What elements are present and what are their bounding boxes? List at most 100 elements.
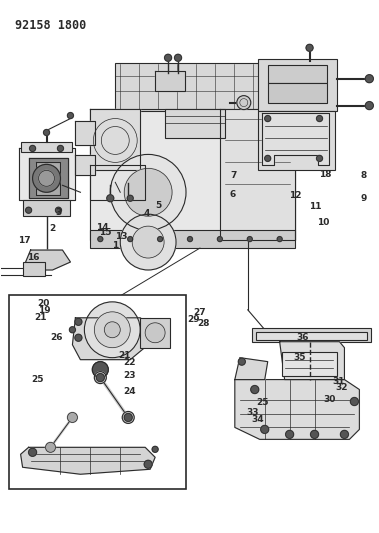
Circle shape	[316, 156, 323, 161]
Text: 25: 25	[257, 398, 269, 407]
Circle shape	[145, 323, 165, 343]
Text: 3: 3	[55, 208, 62, 217]
Circle shape	[67, 112, 74, 118]
Text: 19: 19	[38, 306, 51, 316]
Text: 6: 6	[230, 190, 236, 199]
Circle shape	[58, 146, 63, 151]
Circle shape	[94, 372, 106, 384]
Circle shape	[265, 116, 271, 122]
Polygon shape	[90, 109, 140, 171]
Bar	[23, 262, 45, 276]
Text: 24: 24	[123, 387, 136, 396]
Circle shape	[316, 116, 323, 122]
Circle shape	[33, 164, 61, 192]
Polygon shape	[75, 120, 96, 146]
Polygon shape	[72, 318, 150, 360]
Circle shape	[67, 413, 77, 423]
Text: 31: 31	[332, 377, 345, 386]
Circle shape	[310, 430, 318, 438]
Circle shape	[365, 75, 373, 83]
Polygon shape	[36, 163, 61, 195]
Circle shape	[218, 237, 222, 241]
Circle shape	[122, 411, 134, 423]
Text: 17: 17	[18, 236, 31, 245]
Text: 29: 29	[188, 316, 200, 324]
Circle shape	[144, 461, 152, 469]
Text: 27: 27	[194, 308, 206, 317]
Bar	[9, 295, 186, 489]
Bar	[282, 352, 337, 376]
Circle shape	[128, 237, 133, 241]
Text: 8: 8	[360, 171, 366, 180]
Text: 26: 26	[50, 333, 63, 342]
Bar	[256, 332, 367, 340]
Bar	[268, 83, 327, 103]
Text: 92158 1800: 92158 1800	[15, 19, 86, 32]
Circle shape	[247, 237, 252, 241]
Circle shape	[75, 318, 82, 325]
Bar	[20, 142, 72, 152]
Text: 1: 1	[112, 240, 118, 249]
Text: 11: 11	[309, 201, 322, 211]
Bar	[90, 230, 294, 248]
Text: 7: 7	[231, 171, 237, 180]
Text: 16: 16	[27, 253, 40, 262]
Circle shape	[132, 226, 164, 258]
Circle shape	[237, 95, 251, 110]
Circle shape	[96, 374, 104, 382]
Circle shape	[92, 362, 108, 377]
Text: 12: 12	[289, 191, 302, 200]
Text: 33: 33	[246, 408, 259, 417]
Text: 34: 34	[251, 415, 264, 424]
Text: 25: 25	[31, 375, 44, 384]
Polygon shape	[20, 447, 155, 474]
Text: 2: 2	[49, 224, 56, 232]
Polygon shape	[262, 112, 329, 165]
Bar	[258, 110, 335, 171]
Circle shape	[365, 102, 373, 110]
Circle shape	[44, 130, 50, 135]
Circle shape	[175, 54, 182, 61]
Bar	[268, 64, 327, 83]
Circle shape	[164, 54, 172, 61]
Bar	[140, 318, 170, 348]
Circle shape	[158, 237, 163, 241]
Circle shape	[152, 446, 158, 453]
Circle shape	[55, 207, 61, 213]
Circle shape	[26, 207, 31, 213]
Circle shape	[39, 171, 55, 187]
Polygon shape	[90, 109, 294, 240]
Polygon shape	[235, 379, 359, 439]
Circle shape	[306, 44, 313, 51]
Bar	[258, 59, 337, 110]
Bar	[115, 63, 285, 110]
Circle shape	[127, 195, 133, 201]
Circle shape	[124, 168, 172, 216]
Circle shape	[107, 195, 114, 201]
Text: 30: 30	[323, 395, 336, 404]
Text: 18: 18	[319, 170, 332, 179]
Circle shape	[104, 322, 120, 338]
Text: 5: 5	[155, 201, 161, 209]
Polygon shape	[280, 342, 345, 379]
Polygon shape	[19, 148, 75, 215]
Polygon shape	[220, 109, 294, 240]
Circle shape	[261, 425, 269, 433]
Bar	[23, 200, 70, 216]
Circle shape	[94, 312, 130, 348]
Circle shape	[85, 302, 140, 358]
Circle shape	[28, 448, 36, 456]
Circle shape	[188, 237, 193, 241]
Circle shape	[238, 358, 245, 365]
Circle shape	[351, 398, 359, 406]
Text: 13: 13	[115, 232, 127, 240]
Polygon shape	[75, 156, 96, 175]
Circle shape	[251, 385, 259, 393]
Text: 28: 28	[198, 319, 210, 328]
Circle shape	[286, 430, 294, 438]
Circle shape	[30, 146, 36, 151]
Text: 23: 23	[123, 371, 135, 380]
Circle shape	[45, 442, 55, 453]
Circle shape	[69, 327, 75, 333]
Polygon shape	[28, 158, 69, 198]
